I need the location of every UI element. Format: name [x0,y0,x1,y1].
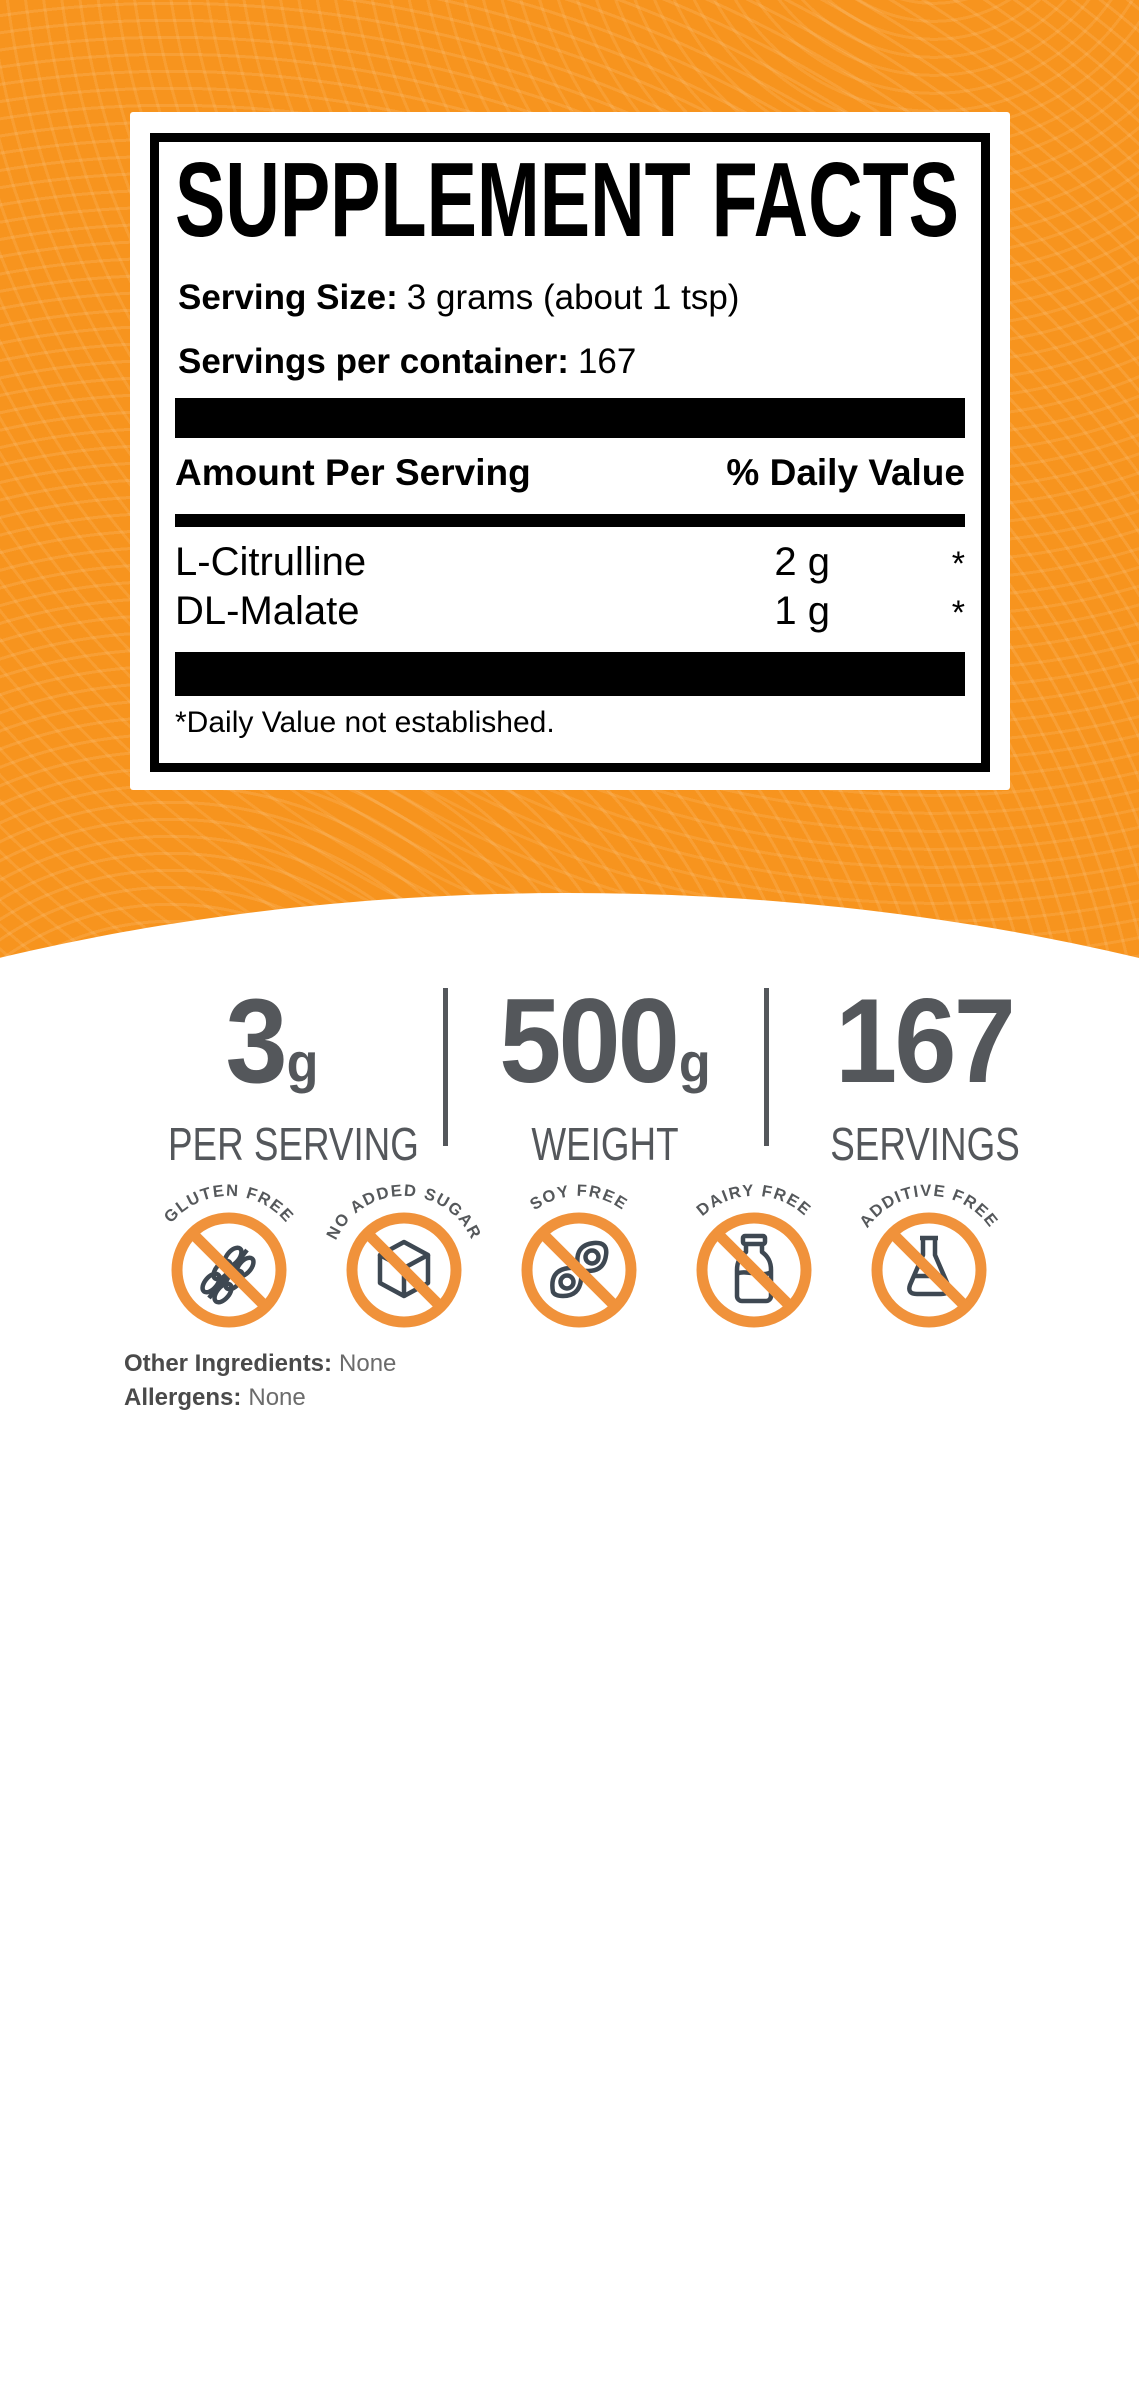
table-row: L-Citrulline 2 g * [175,540,965,589]
stat-value: 167 [835,974,1016,1108]
thick-divider-bar-bottom [175,652,965,696]
stat-weight: 500g WEIGHT [475,981,735,1170]
badge-label: NO ADDED SUGAR [323,1182,483,1243]
stat-per-serving: 3g PER SERVING [142,981,419,1170]
amount-per-serving-header: Amount Per Serving [175,452,531,493]
stat-servings-number: 167 [804,981,1046,1114]
prohibition-circle-icon [696,1212,812,1328]
badge-soy-free: SOY FREE [491,1182,667,1332]
facts-title-graphic: SUPPLEMENT FACTS [175,158,959,244]
stat-weight-number: 500g [484,981,726,1114]
svg-text:ADDITIVE FREE: ADDITIVE FREE [856,1182,1001,1231]
table-row: DL-Malate 1 g * [175,589,965,638]
servings-per-container-label: Servings per container: [178,342,569,381]
ingredient-name: DL-Malate [175,589,360,633]
stat-unit: g [678,1031,711,1094]
badge-label: ADDITIVE FREE [856,1182,1000,1231]
stat-value: 500 [499,974,680,1108]
ingredient-amount: 2 g [774,540,830,584]
prohibition-circle-icon [521,1212,637,1328]
ingredient-daily-value: * [951,545,965,583]
stat-unit: g [286,1031,319,1094]
stat-per-serving-number: 3g [151,981,393,1114]
prohibition-circle-icon [871,1212,987,1328]
soybean-icon [550,1240,609,1299]
badge-additive-free: ADDITIVE FREE [841,1182,1017,1332]
servings-per-container-line: Servings per container: 167 [178,342,636,382]
stat-divider [764,988,769,1146]
stat-per-serving-label: PER SERVING [168,1118,419,1170]
daily-value-header: % Daily Value [726,452,965,493]
prohibition-circle-icon [346,1212,462,1328]
serving-size-label: Serving Size: [178,278,398,317]
other-ingredients-value: None [339,1350,397,1377]
svg-text:NO ADDED SUGAR: NO ADDED SUGAR [323,1182,484,1243]
other-ingredients-label: Other Ingredients: [124,1350,333,1377]
badge-no-added-sugar: NO ADDED SUGAR [316,1182,492,1332]
badge-label: SOY FREE [527,1182,629,1214]
other-ingredients-line: Other Ingredients: None [124,1350,396,1378]
stat-divider [443,988,448,1146]
thin-divider-bar [175,514,965,527]
thick-divider-bar-top [175,398,965,438]
badge-gluten-free: GLUTEN FREE [141,1182,317,1332]
stat-servings-label: SERVINGS [830,1118,1020,1170]
serving-size-value: 3 grams (about 1 tsp) [406,278,740,317]
serving-size-line: Serving Size: 3 grams (about 1 tsp) [178,278,739,318]
daily-value-footnote: *Daily Value not established. [175,706,555,739]
allergens-label: Allergens: [124,1384,242,1411]
servings-per-container-value: 167 [577,342,637,381]
facts-border-box: SUPPLEMENT FACTS Serving Size: 3 grams (a… [150,133,990,772]
allergens-value: None [248,1384,306,1411]
ingredient-rows: L-Citrulline 2 g * DL-Malate 1 g * [175,540,965,638]
ingredient-daily-value: * [951,594,965,632]
badge-dairy-free: DAIRY FREE [666,1182,842,1332]
stat-weight-label: WEIGHT [531,1118,679,1170]
facts-title: SUPPLEMENT FACTS [175,158,959,244]
facts-header-row: Amount Per Serving % Daily Value [175,452,965,494]
supplement-facts-panel: SUPPLEMENT FACTS Serving Size: 3 grams (a… [130,112,1010,790]
allergens-line: Allergens: None [124,1384,306,1412]
ingredient-amount: 1 g [774,589,830,633]
ingredient-name: L-Citrulline [175,540,367,584]
svg-text:SOY FREE: SOY FREE [527,1182,631,1214]
stat-value: 3 [225,974,288,1108]
prohibition-circle-icon [171,1212,287,1328]
stat-servings: 167 SERVINGS [795,981,1055,1170]
